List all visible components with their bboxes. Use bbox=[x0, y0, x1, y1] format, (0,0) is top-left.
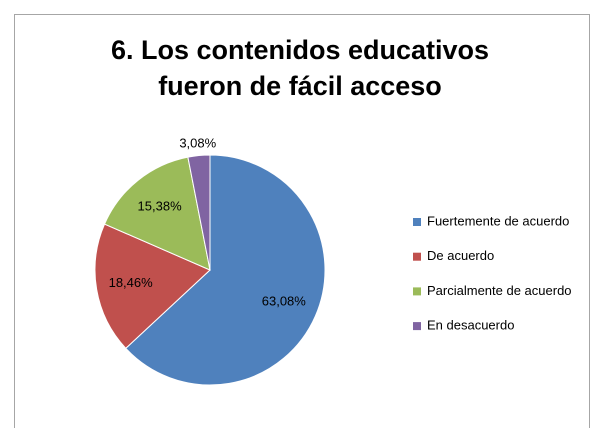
pie-slice bbox=[125, 154, 326, 386]
legend-swatch bbox=[413, 252, 421, 261]
legend-swatch bbox=[413, 322, 421, 331]
legend-label: Parcialmente de acuerdo bbox=[427, 283, 572, 298]
chart-title: 6. Los contenidos educativos fueron de f… bbox=[110, 35, 490, 101]
legend-swatch bbox=[413, 218, 421, 226]
chart-border bbox=[14, 14, 590, 428]
legend-swatch bbox=[413, 287, 421, 296]
legend-label: Fuertemente de acuerdo bbox=[427, 213, 569, 228]
data-label: 3,08% bbox=[179, 136, 216, 151]
data-label: 15,38% bbox=[138, 199, 183, 214]
legend-label: En desacuerdo bbox=[427, 318, 514, 333]
legend-label: De acuerdo bbox=[427, 248, 494, 263]
pie-slice bbox=[103, 156, 211, 271]
data-label: 63,08% bbox=[262, 294, 307, 309]
pie-slice bbox=[187, 154, 211, 271]
data-label: 18,46% bbox=[109, 275, 154, 290]
pie-slice bbox=[94, 223, 211, 350]
